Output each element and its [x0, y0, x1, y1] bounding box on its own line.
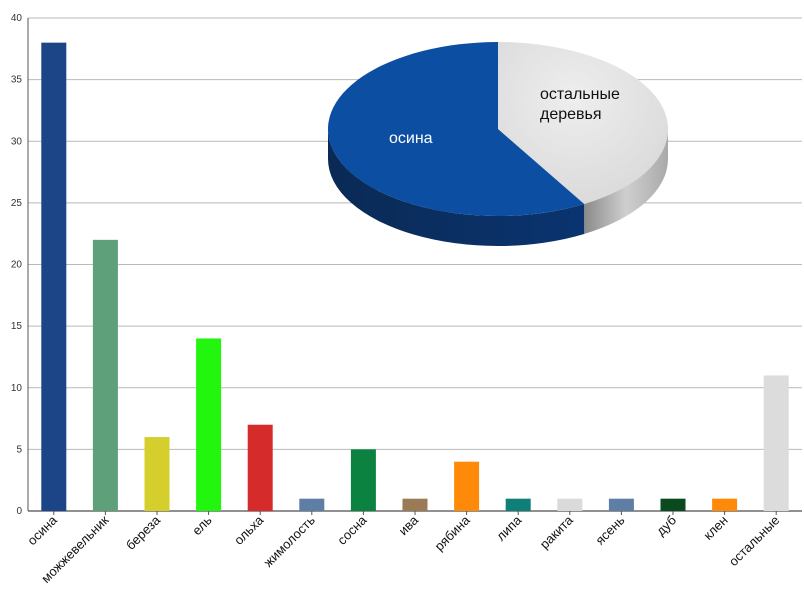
bar	[144, 437, 170, 511]
pie-slice-label: осина	[389, 130, 433, 147]
bar	[454, 461, 480, 511]
bar	[350, 449, 376, 511]
bar	[92, 239, 118, 511]
y-tick-label: 0	[16, 506, 22, 517]
y-tick-label: 20	[11, 260, 23, 271]
bar	[402, 498, 428, 511]
x-tick-label: дуб	[653, 513, 679, 539]
y-tick-label: 5	[16, 444, 22, 455]
bar	[660, 498, 686, 511]
pie-slice-others	[498, 42, 668, 204]
x-tick-label: клен	[700, 513, 730, 543]
x-tick-label: береза	[123, 512, 164, 553]
x-tick-label: ольха	[231, 512, 267, 548]
bar	[505, 498, 531, 511]
bar	[299, 498, 325, 511]
x-tick-label: осина	[24, 512, 60, 548]
x-tick-label: ель	[189, 512, 215, 538]
bar	[247, 424, 273, 511]
x-tick-label: жимолость	[261, 512, 318, 569]
x-tick-label: ракита	[537, 512, 577, 552]
bar	[41, 42, 67, 512]
pie-slice-aspen	[327, 42, 585, 216]
y-tick-label: 10	[11, 383, 23, 394]
y-tick-label: 25	[11, 198, 23, 209]
x-tick-label: ясень	[592, 512, 627, 547]
pie-side-others	[584, 129, 668, 234]
bar	[196, 338, 222, 511]
bar	[557, 498, 583, 511]
x-tick-label: рябина	[432, 512, 474, 554]
y-tick-label: 30	[11, 136, 23, 147]
y-tick-label: 15	[11, 321, 23, 332]
pie-chart: осина остальные деревья	[327, 42, 668, 247]
bar	[712, 498, 738, 511]
bar	[763, 375, 789, 511]
x-tick-label: остальные	[726, 513, 782, 569]
y-tick-label: 35	[11, 75, 23, 86]
x-tick-label: сосна	[334, 512, 370, 548]
pie-side-aspen	[328, 129, 585, 247]
x-tick-label: липа	[493, 512, 525, 544]
bar	[608, 498, 634, 511]
y-tick-label: 40	[11, 13, 23, 24]
pie-slice-label: остальные деревья	[540, 86, 620, 123]
x-tick-label: ива	[395, 512, 421, 538]
